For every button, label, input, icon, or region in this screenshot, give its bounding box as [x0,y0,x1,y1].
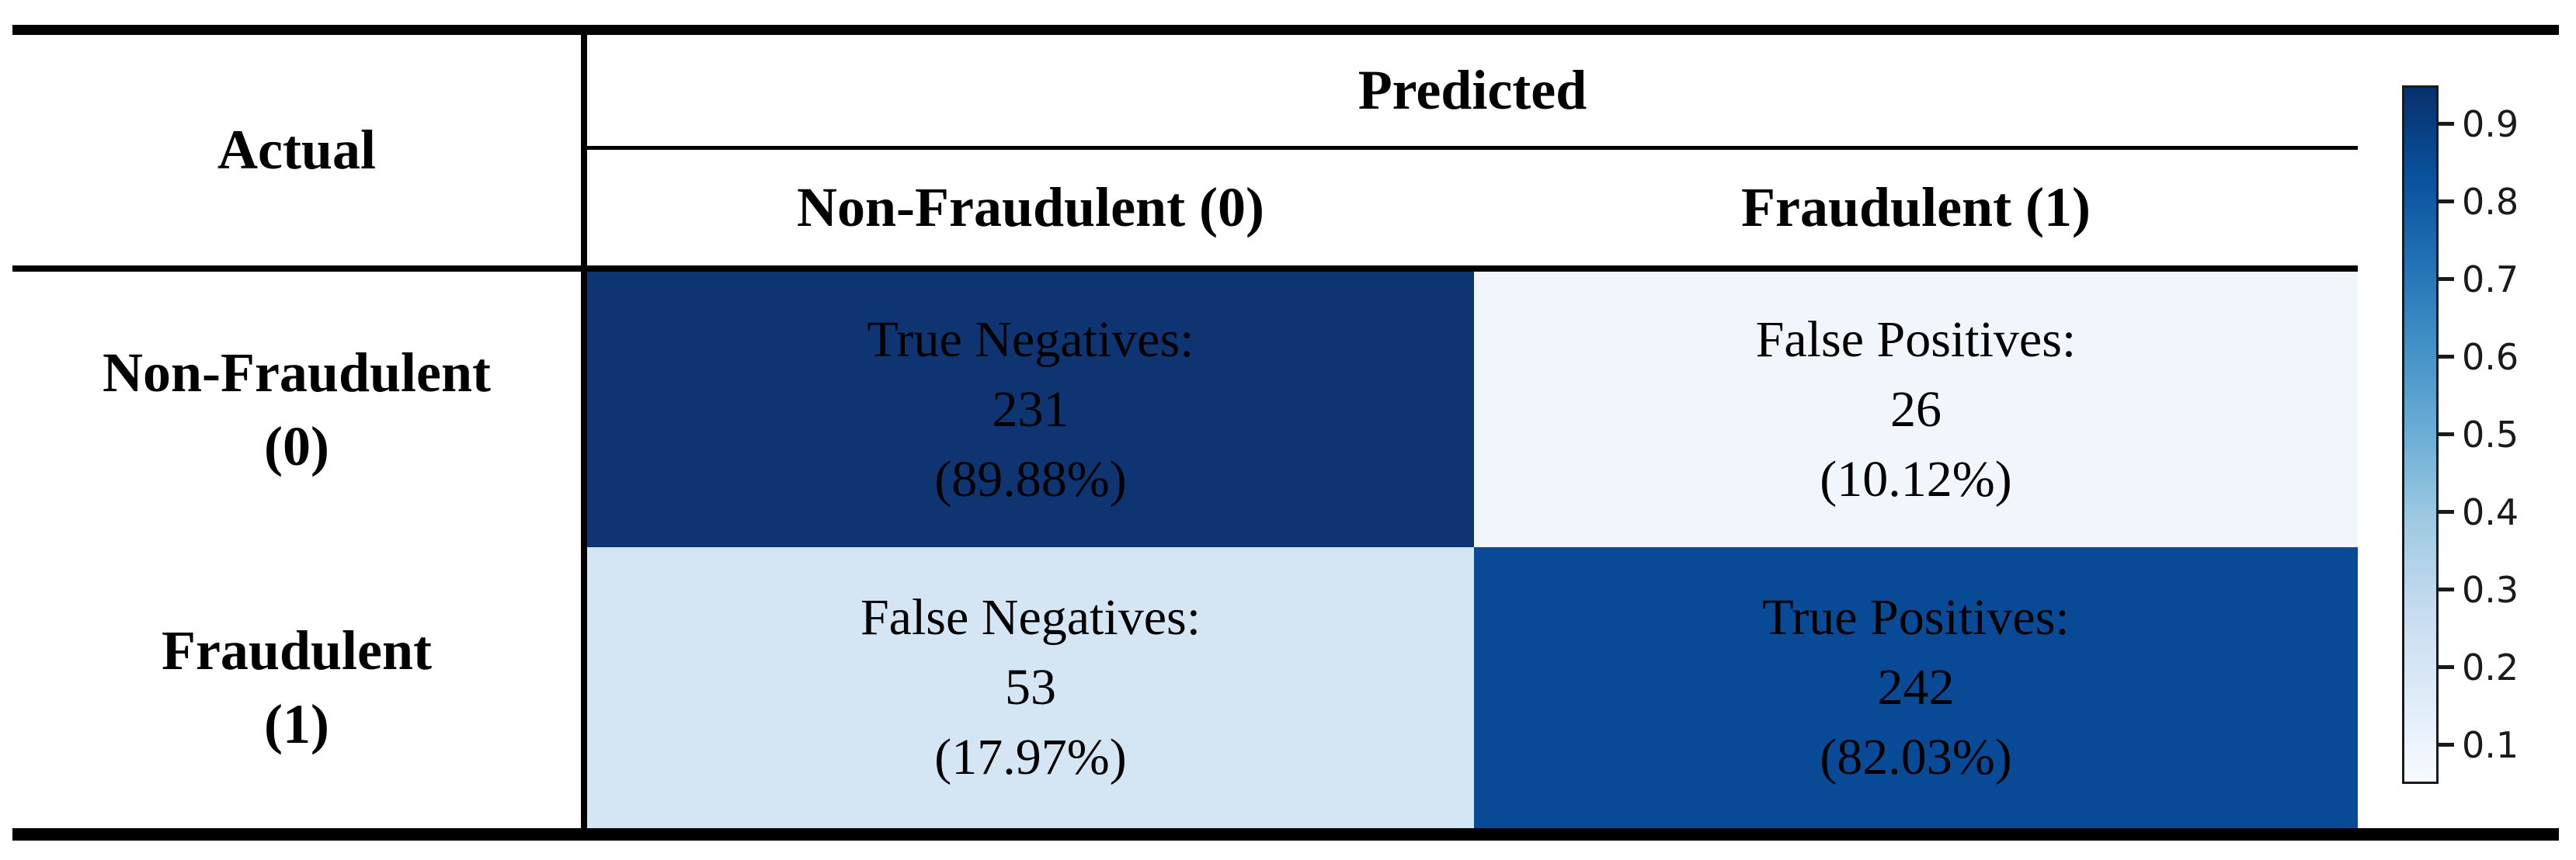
matrix-cell-true-positives: True Positives: 242 (82.03%) [1474,547,2358,828]
colorbar-tick-label: 0.5 [2462,414,2519,456]
row-header-line2: (0) [264,414,329,477]
colorbar-gradient [2402,85,2439,784]
colorbar-tick-mark [2439,665,2454,669]
row-header-non-fraudulent: Non-Fraudulent (0) [12,272,581,547]
matrix-cell-true-negatives: True Negatives: 231 (89.88%) [587,272,1474,547]
colorbar-ticks: 0.9 0.8 0.7 0.6 0.5 0.4 0.3 0.2 0.1 [2439,85,2571,784]
cell-count: 231 [992,380,1069,438]
colorbar-tick-label: 0.8 [2462,181,2519,223]
colorbar-tick-label: 0.4 [2462,491,2519,533]
colorbar-tick-mark [2439,199,2454,203]
colorbar-tick-mark [2439,510,2454,514]
row-header-line1: Fraudulent [161,619,433,681]
matrix-cell-false-negatives: False Negatives: 53 (17.97%) [587,547,1474,828]
cell-count: 242 [1877,659,1955,716]
cell-label: False Negatives: [860,589,1201,646]
row-header-fraudulent: Fraudulent (1) [12,547,581,828]
cell-count: 26 [1890,380,1942,438]
predicted-axis-label: Predicted [1358,59,1587,121]
colorbar-tick-mark [2439,277,2454,281]
cell-label: True Positives: [1762,589,2070,646]
cell-label: False Positives: [1755,310,2077,368]
colorbar-tick-label: 0.1 [2462,724,2519,766]
colorbar-tick-mark [2439,743,2454,747]
cell-count: 53 [1005,659,1056,716]
colorbar-tick-label: 0.6 [2462,336,2519,378]
predicted-underline-rule [581,146,2358,150]
table-bottom-rule [12,828,2559,841]
colorbar-tick-label: 0.7 [2462,258,2519,300]
table-header-rule [12,265,2358,272]
cell-percent: (82.03%) [1820,729,2012,785]
colorbar-tick-label: 0.2 [2462,647,2519,688]
cell-percent: (17.97%) [934,729,1127,785]
cell-label: True Negatives: [867,310,1194,368]
colorbar-tick-mark [2439,122,2454,126]
matrix-cell-false-positives: False Positives: 26 (10.12%) [1474,272,2358,547]
table-top-rule [12,25,2559,35]
colorbar-tick-mark [2439,588,2454,591]
row-header-line2: (1) [264,693,329,755]
colorbar-tick-mark [2439,355,2454,359]
colorbar-tick-label: 0.3 [2462,569,2519,611]
column-header-fraudulent: Fraudulent (1) [1741,176,2091,238]
colorbar-tick-mark [2439,432,2454,436]
column-header-non-fraudulent: Non-Fraudulent (0) [796,176,1264,238]
colorbar-tick-label: 0.9 [2462,103,2519,145]
table-vertical-divider [581,35,587,828]
row-header-line1: Non-Fraudulent [102,341,492,404]
cell-percent: (10.12%) [1820,450,2012,508]
cell-percent: (89.88%) [934,450,1127,508]
actual-axis-label: Actual [217,119,376,181]
